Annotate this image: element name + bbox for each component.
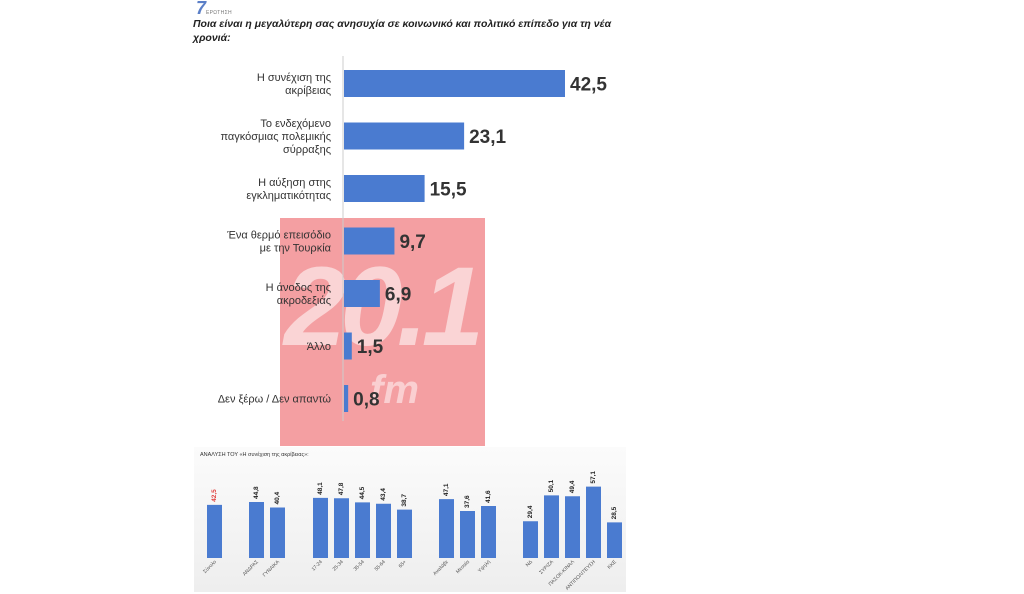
value-label: 0,8 bbox=[353, 390, 379, 411]
breakdown-title: ΑΝΑΛΥΣΗ ΤΟΥ «Η συνέχιση της ακρίβειας»: bbox=[200, 452, 309, 458]
breakdown-category-label: ΝΔ bbox=[525, 559, 535, 569]
breakdown-category-label: Σύνολο bbox=[201, 558, 218, 575]
category-label: εγκληματικότητας bbox=[246, 190, 331, 202]
category-label: σύρραξης bbox=[283, 144, 331, 156]
breakdown-category-label: ΓΥΝΑΙΚΑ bbox=[262, 559, 282, 579]
breakdown-category-label: 35-54 bbox=[353, 559, 366, 572]
breakdown-bar bbox=[481, 506, 496, 558]
breakdown-value-label: 44,5 bbox=[359, 486, 366, 499]
breakdown-bar bbox=[607, 522, 622, 558]
watermark-subtext: fm bbox=[370, 368, 419, 412]
breakdown-bar bbox=[544, 495, 559, 558]
breakdown-value-label: 41,6 bbox=[485, 490, 492, 503]
brand-logo: 7 ΕΡΩΤΗΣΗ bbox=[196, 0, 236, 18]
breakdown-bar bbox=[439, 499, 454, 558]
category-label: παγκόσμιας πολεμικής bbox=[220, 131, 331, 143]
bar bbox=[344, 122, 465, 150]
breakdown-bar bbox=[523, 521, 538, 558]
value-label: 23,1 bbox=[469, 127, 506, 148]
bar bbox=[344, 385, 349, 412]
category-label: με την Τουρκία bbox=[260, 243, 332, 255]
breakdown-category-label: ΚΚΕ bbox=[607, 559, 619, 571]
category-label: Η συνέχιση της bbox=[257, 72, 331, 84]
category-label: Το ενδεχόμενο bbox=[260, 118, 331, 130]
breakdown-value-label: 47,8 bbox=[338, 482, 345, 495]
breakdown-bar bbox=[376, 503, 391, 558]
breakdown-value-label: 40,4 bbox=[274, 491, 281, 504]
breakdown-category-label: 17-24 bbox=[311, 559, 324, 572]
watermark-logo: 20.1 fm bbox=[280, 218, 485, 446]
breakdown-value-label: 43,4 bbox=[380, 488, 387, 501]
bar bbox=[344, 70, 565, 97]
breakdown-value-label: 42,5 bbox=[211, 489, 218, 502]
value-label: 42,5 bbox=[570, 75, 607, 96]
bar bbox=[344, 227, 395, 255]
breakdown-value-label: 38,7 bbox=[401, 494, 408, 507]
breakdown-bar bbox=[334, 498, 349, 558]
value-label: 6,9 bbox=[385, 285, 411, 306]
bar bbox=[344, 332, 352, 360]
breakdown-bar bbox=[249, 502, 264, 558]
breakdown-value-label: 49,4 bbox=[569, 480, 576, 493]
watermark-text: 20.1 bbox=[284, 244, 484, 369]
category-label: ακρίβειας bbox=[285, 85, 331, 97]
breakdown-value-label: 48,1 bbox=[317, 482, 324, 495]
logo-subtitle: ΕΡΩΤΗΣΗ bbox=[206, 10, 232, 16]
breakdown-value-label: 47,1 bbox=[443, 483, 450, 496]
breakdown-value-label: 50,1 bbox=[548, 479, 555, 492]
question-title: Ποια είναι η μεγαλύτερη σας ανησυχία σε … bbox=[193, 18, 612, 44]
breakdown-category-label: 55-64 bbox=[374, 559, 387, 572]
value-label: 15,5 bbox=[430, 180, 467, 201]
breakdown-bar bbox=[313, 497, 328, 558]
breakdown-value-label: 37,6 bbox=[464, 495, 471, 508]
bar bbox=[344, 175, 425, 202]
breakdown-value-label: 44,8 bbox=[253, 486, 260, 499]
category-label: Δεν ξέρω / Δεν απαντώ bbox=[218, 394, 332, 406]
category-label: Η άνοδος της bbox=[266, 282, 331, 294]
bar bbox=[344, 280, 380, 307]
breakdown-category-label: ΑΝΔΡΑΣ bbox=[242, 559, 260, 577]
breakdown-bar bbox=[207, 504, 222, 558]
breakdown-category-label: ΣΥΡΙΖΑ bbox=[538, 559, 555, 576]
breakdown-bar bbox=[460, 511, 475, 558]
breakdown-category-label: Αναλάβε bbox=[431, 558, 450, 577]
value-label: 1,5 bbox=[357, 337, 384, 358]
category-label: Άλλο bbox=[307, 341, 331, 353]
value-label: 9,7 bbox=[399, 232, 425, 253]
breakdown-bar-chart: 42,5 Σύνολο 44,8 ΑΝΔΡΑΣ 40,4 ΓΥΝΑΙΚΑ 48,1 17-24… bbox=[201, 471, 622, 592]
breakdown-category-label: Μεσαία bbox=[455, 559, 471, 575]
breakdown-value-label: 29,4 bbox=[527, 505, 534, 518]
breakdown-value-label: 28,5 bbox=[611, 506, 618, 519]
category-label: ακροδεξιάς bbox=[277, 295, 331, 307]
breakdown-category-label: 65+ bbox=[398, 559, 408, 569]
logo-mark: 7 bbox=[196, 0, 207, 18]
category-label: Ένα θερμό επεισόδιο bbox=[226, 230, 331, 242]
category-label: Η αύξηση στης bbox=[258, 177, 331, 189]
breakdown-bar bbox=[397, 509, 412, 558]
breakdown-value-label: 57,1 bbox=[590, 471, 597, 484]
breakdown-category-label: Υψηλή bbox=[476, 558, 492, 574]
breakdown-bar bbox=[565, 496, 580, 558]
breakdown-bar bbox=[270, 507, 285, 558]
breakdown-bar bbox=[355, 502, 370, 558]
breakdown-bar bbox=[586, 486, 601, 558]
breakdown-category-label: 25-34 bbox=[332, 559, 345, 572]
